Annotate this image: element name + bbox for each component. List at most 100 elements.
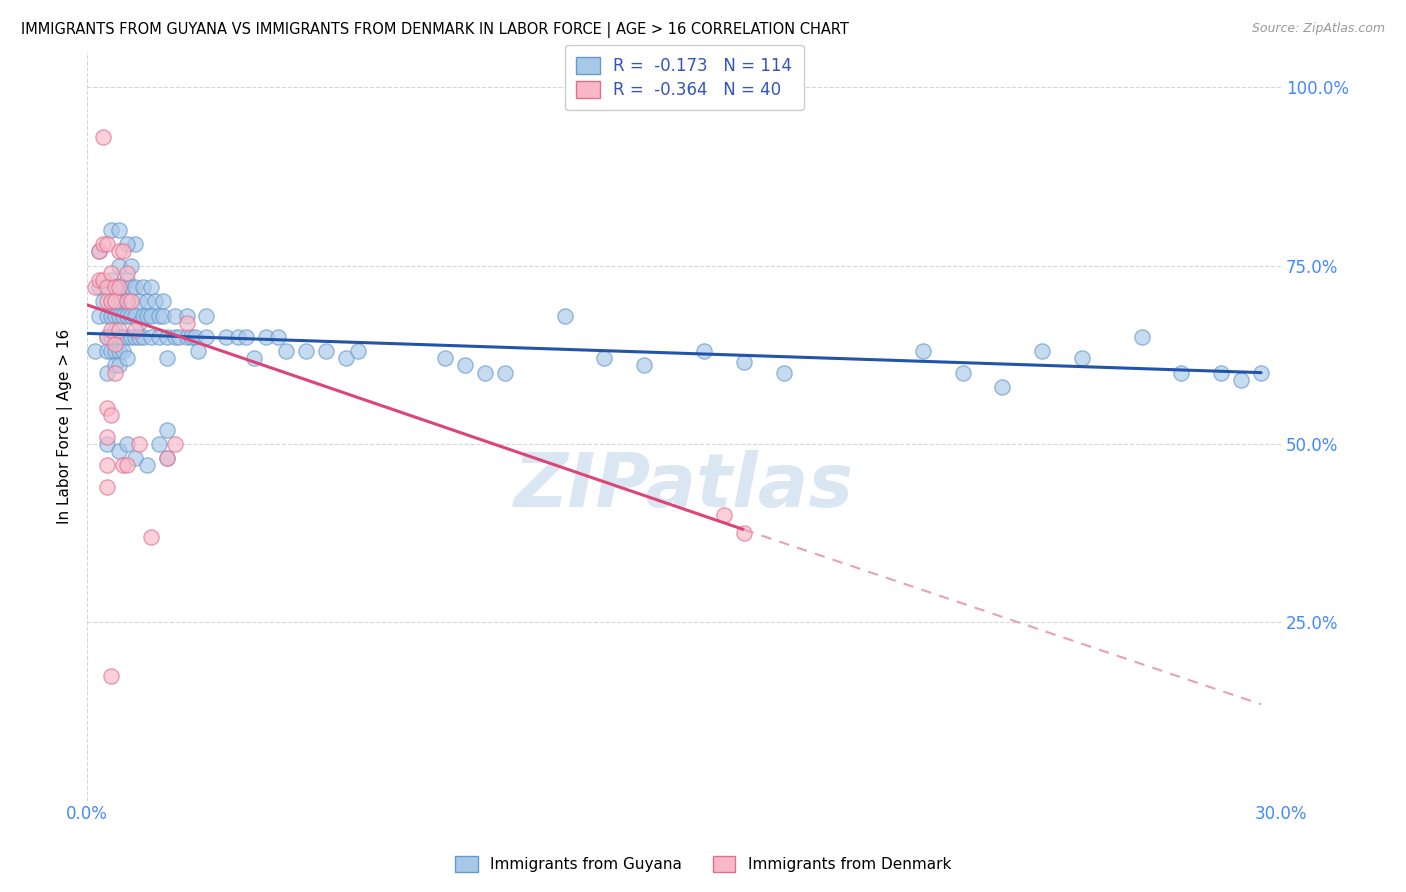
Point [187, 344, 209, 359]
Point [267, 330, 290, 344]
Point [96, 344, 118, 359]
Point [152, 294, 174, 309]
Point [135, 294, 157, 309]
Point [135, 458, 157, 473]
Point [100, 669, 122, 683]
Point [254, 330, 277, 344]
Point [87, 280, 110, 294]
Point [115, 273, 138, 287]
Text: ZIPatlas: ZIPatlas [515, 450, 853, 523]
Point [143, 294, 166, 309]
Point [733, 526, 755, 541]
Point [104, 294, 127, 309]
Point [335, 351, 357, 366]
Point [96, 437, 118, 451]
Point [96, 330, 118, 344]
Point [156, 423, 179, 437]
Point [148, 437, 170, 451]
Point [100, 330, 122, 344]
Point [243, 351, 266, 366]
Point [96, 430, 118, 444]
Point [111, 344, 134, 359]
Point [91, 237, 114, 252]
Point [454, 359, 477, 373]
Point [111, 458, 134, 473]
Point [474, 366, 496, 380]
Legend: R =  -0.173   N = 114, R =  -0.364   N = 40: R = -0.173 N = 114, R = -0.364 N = 40 [565, 45, 803, 111]
Point [163, 309, 186, 323]
Point [115, 294, 138, 309]
Point [84, 280, 107, 294]
Point [100, 409, 122, 423]
Point [226, 330, 249, 344]
Point [156, 351, 179, 366]
Point [139, 330, 162, 344]
Point [104, 366, 127, 380]
Point [104, 294, 127, 309]
Point [148, 330, 170, 344]
Point [96, 309, 118, 323]
Point [104, 309, 127, 323]
Point [87, 244, 110, 259]
Point [100, 309, 122, 323]
Point [1170, 366, 1192, 380]
Point [991, 380, 1014, 394]
Point [108, 444, 131, 458]
Point [163, 330, 186, 344]
Point [108, 359, 131, 373]
Point [104, 337, 127, 351]
Point [111, 309, 134, 323]
Point [128, 294, 150, 309]
Point [108, 309, 131, 323]
Point [111, 244, 134, 259]
Point [115, 237, 138, 252]
Point [104, 359, 127, 373]
Point [176, 309, 198, 323]
Point [148, 309, 170, 323]
Point [163, 437, 186, 451]
Point [115, 309, 138, 323]
Point [633, 359, 655, 373]
Point [115, 351, 138, 366]
Point [195, 330, 218, 344]
Point [120, 280, 142, 294]
Point [1071, 351, 1094, 366]
Point [84, 344, 107, 359]
Point [104, 280, 127, 294]
Point [96, 280, 118, 294]
Point [952, 366, 974, 380]
Point [139, 280, 162, 294]
Point [96, 366, 118, 380]
Point [124, 237, 146, 252]
Text: Source: ZipAtlas.com: Source: ZipAtlas.com [1251, 22, 1385, 36]
Point [124, 451, 146, 466]
Point [96, 480, 118, 494]
Point [108, 294, 131, 309]
Point [139, 530, 162, 544]
Point [1230, 373, 1253, 387]
Point [100, 344, 122, 359]
Point [1031, 344, 1053, 359]
Point [176, 330, 198, 344]
Y-axis label: In Labor Force | Age > 16: In Labor Force | Age > 16 [58, 328, 73, 524]
Point [120, 330, 142, 344]
Point [156, 330, 179, 344]
Point [108, 244, 131, 259]
Point [593, 351, 616, 366]
Point [693, 344, 716, 359]
Point [911, 344, 934, 359]
Point [108, 344, 131, 359]
Point [108, 259, 131, 273]
Point [87, 309, 110, 323]
Point [152, 309, 174, 323]
Point [108, 280, 131, 294]
Point [96, 458, 118, 473]
Legend: Immigrants from Guyana, Immigrants from Denmark: Immigrants from Guyana, Immigrants from … [447, 848, 959, 880]
Point [91, 130, 114, 145]
Point [132, 330, 155, 344]
Point [115, 458, 138, 473]
Point [104, 323, 127, 337]
Point [1130, 330, 1153, 344]
Point [156, 451, 179, 466]
Point [111, 280, 134, 294]
